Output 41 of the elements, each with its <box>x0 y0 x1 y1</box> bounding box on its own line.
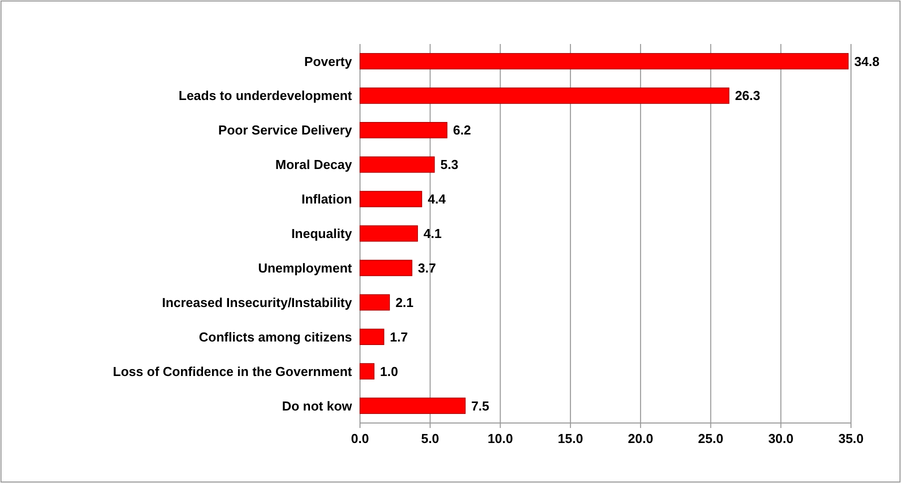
bar <box>360 363 374 380</box>
bar <box>360 53 849 70</box>
y-tick-label: Loss of Confidence in the Government <box>112 364 353 379</box>
bar <box>360 260 412 276</box>
y-tick-label: Inflation <box>301 192 352 207</box>
x-tick-label: 0.0 <box>350 431 370 446</box>
y-tick-label: Unemployment <box>258 260 353 276</box>
bar <box>360 156 435 173</box>
x-tick-label: 30.0 <box>768 431 794 446</box>
bar <box>360 328 384 346</box>
data-label: 3.7 <box>418 260 436 276</box>
bar <box>360 294 390 311</box>
data-label: 1.0 <box>380 364 398 379</box>
x-tick-label: 5.0 <box>421 431 440 446</box>
bar <box>360 88 730 104</box>
y-tick-label: Leads to underdevelopment <box>178 88 353 104</box>
data-label: 26.3 <box>734 88 760 104</box>
data-label: 34.8 <box>854 54 880 69</box>
y-tick-label: Increased Insecurity/Instability <box>162 294 353 310</box>
data-label: 5.3 <box>440 157 458 172</box>
y-tick-label: Do not kow <box>282 398 353 414</box>
x-tick-label: 10.0 <box>488 431 513 446</box>
bar <box>360 225 418 242</box>
y-tick-label: Moral Decay <box>275 157 353 172</box>
y-tick-label: Poor Service Delivery <box>218 122 353 138</box>
bar <box>360 122 448 138</box>
data-label: 1.7 <box>390 329 408 344</box>
bar <box>360 190 422 208</box>
data-label: 4.1 <box>424 226 442 242</box>
y-tick-label: Poverty <box>304 54 353 69</box>
data-label: 4.4 <box>428 192 447 207</box>
x-tick-label: 35.0 <box>838 431 864 446</box>
x-tick-label: 20.0 <box>628 431 654 446</box>
bar <box>360 398 466 414</box>
y-tick-label: Conflicts among citizens <box>198 329 352 344</box>
y-tick-label: Inequality <box>291 226 353 242</box>
x-tick-label: 25.0 <box>698 431 724 446</box>
data-label: 2.1 <box>395 294 414 310</box>
x-tick-label: 15.0 <box>558 431 584 446</box>
data-label: 6.2 <box>452 122 472 138</box>
data-label: 7.5 <box>471 398 490 414</box>
